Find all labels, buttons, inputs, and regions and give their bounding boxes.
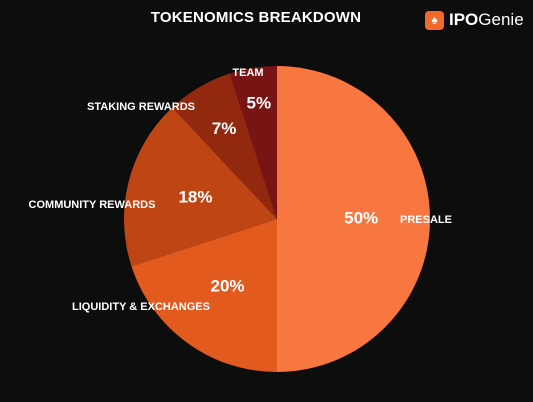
slice-value-label: 50% — [344, 208, 378, 227]
logo-text-bold: IPO — [449, 10, 479, 29]
slice-category-label: STAKING REWARDS — [87, 101, 195, 113]
logo-text-light: Genie — [478, 10, 524, 29]
chart-title: TOKENOMICS BREAKDOWN — [150, 9, 362, 26]
slice-value-label: 20% — [211, 277, 245, 296]
slice-value-label: 7% — [212, 119, 237, 138]
slice-category-label: LIQUIDITY & EXCHANGES — [72, 301, 210, 313]
pie-slice-liquidity-exchanges — [131, 219, 277, 372]
pie-labels: 50% PRESALE 20%LIQUIDITY & EXCHANGES 18% COM… — [29, 67, 452, 313]
ipogenie-logo: ♠ IPO Genie — [425, 9, 524, 31]
slice-category-label: TEAM — [232, 67, 263, 79]
slice-value-label: 5% — [247, 94, 272, 113]
pie-slices — [123, 66, 430, 372]
slice-value-label: 18% — [178, 188, 212, 207]
genie-lamp-icon: ♠ — [425, 10, 444, 30]
pie-slice-presale — [277, 66, 430, 372]
pie-slice-team — [229, 66, 277, 219]
pie-slice-community-rewards — [123, 107, 277, 267]
pie-slice-staking-rewards — [172, 73, 277, 220]
slice-category-label: COMMUNITY REWARDS — [29, 199, 156, 211]
slice-category-label: PRESALE — [400, 214, 452, 226]
